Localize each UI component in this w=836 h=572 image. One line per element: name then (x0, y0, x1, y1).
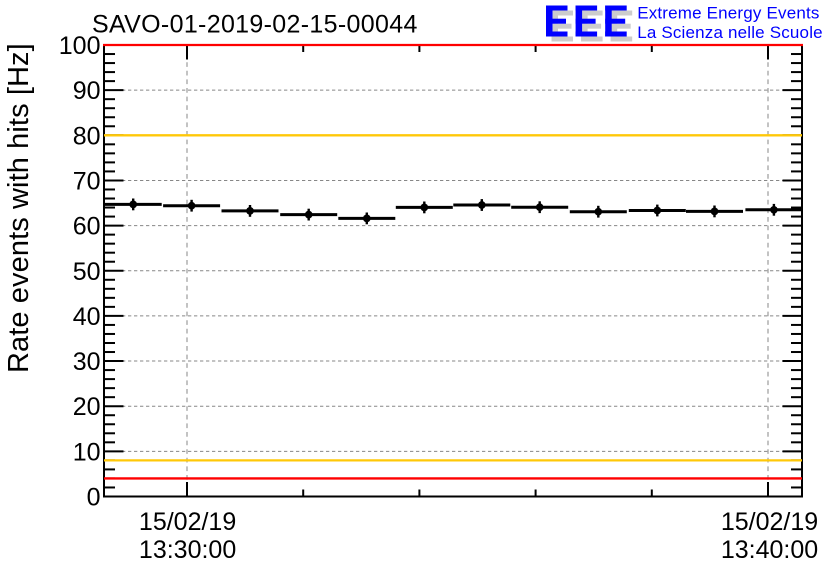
svg-text:90: 90 (73, 77, 101, 105)
svg-text:0: 0 (87, 484, 101, 512)
svg-text:50: 50 (73, 258, 101, 286)
svg-text:100: 100 (59, 32, 101, 60)
svg-text:13:40:00: 13:40:00 (721, 536, 818, 564)
svg-text:80: 80 (73, 122, 101, 150)
svg-text:La Scienza nelle Scuole: La Scienza nelle Scuole (637, 23, 823, 42)
svg-text:70: 70 (73, 167, 101, 195)
svg-text:20: 20 (73, 393, 101, 421)
svg-text:13:30:00: 13:30:00 (139, 536, 236, 564)
svg-text:10: 10 (73, 438, 101, 466)
svg-text:60: 60 (73, 213, 101, 241)
svg-text:15/02/19: 15/02/19 (139, 508, 236, 536)
svg-text:Extreme Energy Events: Extreme Energy Events (637, 3, 819, 22)
svg-text:15/02/19: 15/02/19 (721, 508, 818, 536)
svg-text:30: 30 (73, 348, 101, 376)
svg-text:40: 40 (73, 303, 101, 331)
svg-text:SAVO-01-2019-02-15-00044: SAVO-01-2019-02-15-00044 (92, 11, 418, 39)
svg-text:Rate events with hits [Hz]: Rate events with hits [Hz] (3, 43, 35, 373)
